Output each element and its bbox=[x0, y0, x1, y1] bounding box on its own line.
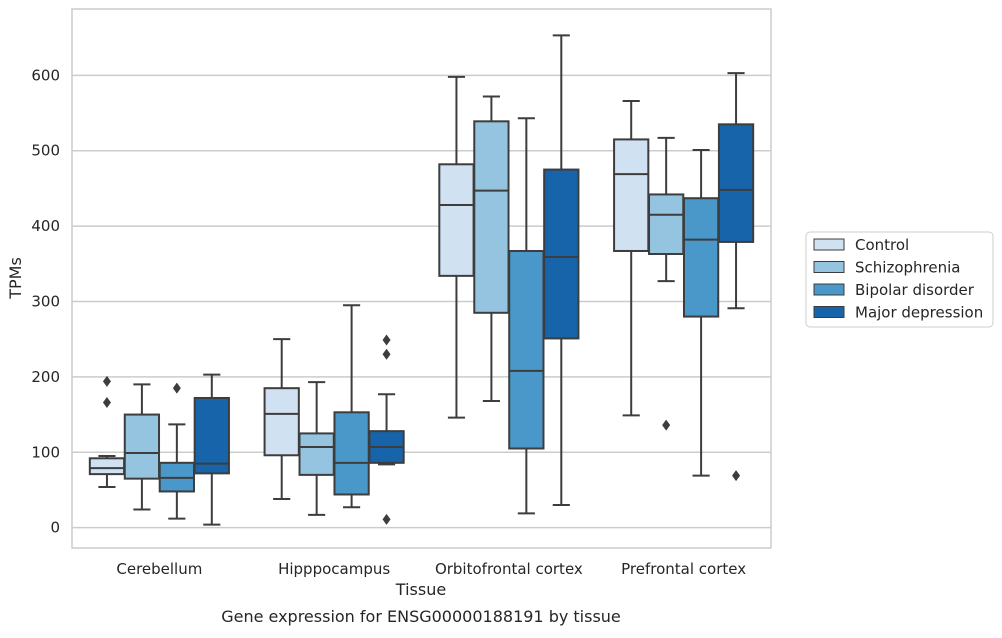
box bbox=[193, 396, 230, 475]
box bbox=[298, 432, 335, 476]
box bbox=[263, 387, 300, 457]
box bbox=[473, 120, 510, 314]
y-tick-label: 500 bbox=[31, 142, 60, 160]
outlier-marker bbox=[172, 382, 181, 394]
box-plot-item bbox=[158, 382, 195, 520]
outlier-marker bbox=[662, 419, 671, 431]
outlier-marker bbox=[382, 513, 391, 525]
box-plot-series bbox=[88, 34, 755, 526]
box-plot-item bbox=[193, 373, 230, 526]
box-plot-item bbox=[508, 117, 545, 515]
legend-swatch bbox=[813, 283, 845, 296]
box bbox=[88, 457, 126, 476]
y-tick-label: 300 bbox=[31, 292, 60, 310]
y-axis-ticks: 0 100 200 300 400 500 600 bbox=[31, 66, 60, 536]
y-tick-label: 400 bbox=[31, 217, 60, 235]
outlier-marker bbox=[732, 470, 741, 482]
box-plot-item bbox=[333, 304, 370, 509]
y-tick-label: 100 bbox=[31, 443, 60, 461]
legend: Control Schizophrenia Bipolar disorder Majo… bbox=[805, 231, 994, 328]
box-plot-item bbox=[543, 34, 580, 507]
series-control bbox=[88, 75, 650, 500]
y-tick-label: 0 bbox=[50, 519, 60, 537]
box-plot-item bbox=[368, 334, 405, 525]
box-plot-item bbox=[682, 148, 720, 477]
legend-swatch bbox=[813, 306, 845, 318]
legend-label: Control bbox=[855, 236, 909, 254]
outlier-marker bbox=[102, 375, 111, 387]
series-major-depression bbox=[193, 34, 755, 526]
legend-swatch bbox=[813, 261, 845, 273]
box-plot-item bbox=[123, 383, 161, 511]
box-plot-item bbox=[298, 381, 335, 516]
box bbox=[682, 197, 720, 318]
plot-area-frame bbox=[71, 8, 772, 549]
legend-label: Schizophrenia bbox=[855, 259, 960, 277]
x-tick-label: Prefrontal cortex bbox=[621, 560, 746, 578]
box bbox=[123, 413, 161, 480]
box-plot-item bbox=[613, 99, 650, 417]
y-tick-label: 600 bbox=[31, 66, 60, 84]
box-plot-item bbox=[473, 95, 510, 402]
box bbox=[648, 193, 685, 255]
outlier-marker bbox=[102, 397, 111, 409]
box-plot-item bbox=[648, 136, 685, 431]
x-axis-label: Tissue bbox=[395, 580, 446, 599]
outlier-marker bbox=[382, 334, 391, 346]
outlier-marker bbox=[382, 348, 391, 360]
legend-label: Major depression bbox=[855, 304, 983, 322]
box-plot-item bbox=[717, 72, 755, 482]
y-tick-label: 200 bbox=[31, 368, 60, 386]
box bbox=[438, 163, 475, 277]
box-plot-item bbox=[263, 338, 300, 500]
x-tick-label: Hipppocampus bbox=[278, 560, 390, 578]
legend-frame bbox=[805, 231, 994, 328]
box bbox=[613, 138, 650, 252]
box-plot-item bbox=[88, 375, 126, 488]
series-bipolar-disorder bbox=[158, 117, 720, 520]
x-tick-label: Cerebellum bbox=[116, 560, 202, 578]
legend-label: Bipolar disorder bbox=[855, 281, 975, 299]
legend-items: Control Schizophrenia Bipolar disorder Majo… bbox=[813, 236, 983, 322]
box bbox=[543, 168, 580, 340]
x-axis-ticks: Cerebellum Hipppocampus Orbitofrontal cort… bbox=[116, 560, 746, 578]
x-tick-label: Orbitofrontal cortex bbox=[435, 560, 583, 578]
box-plot-item bbox=[438, 75, 475, 419]
legend-swatch bbox=[813, 238, 845, 251]
box bbox=[508, 249, 545, 450]
grid-lines bbox=[72, 74, 771, 529]
chart-title: Gene expression for ENSG00000188191 by t… bbox=[221, 607, 621, 626]
y-axis-label: TPMs bbox=[6, 257, 25, 300]
box bbox=[717, 123, 755, 243]
box bbox=[333, 411, 370, 496]
series-schizophrenia bbox=[123, 95, 685, 516]
